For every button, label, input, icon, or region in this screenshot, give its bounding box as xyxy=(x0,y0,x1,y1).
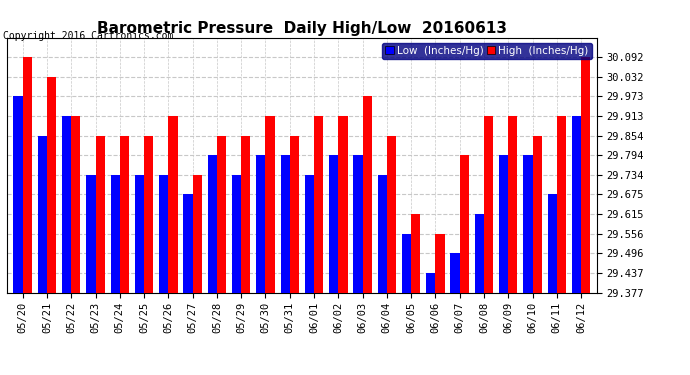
Bar xyxy=(533,135,542,292)
Title: Barometric Pressure  Daily High/Low  20160613: Barometric Pressure Daily High/Low 20160… xyxy=(97,21,507,36)
Bar xyxy=(426,273,435,292)
Bar xyxy=(120,135,129,292)
Bar xyxy=(362,96,372,292)
Bar xyxy=(581,57,591,292)
Bar xyxy=(290,135,299,292)
Bar xyxy=(572,116,581,292)
Bar xyxy=(256,155,266,292)
Bar xyxy=(23,57,32,292)
Bar xyxy=(557,116,566,292)
Bar xyxy=(266,116,275,292)
Bar xyxy=(110,175,120,292)
Bar xyxy=(135,175,144,292)
Bar xyxy=(47,77,56,292)
Bar xyxy=(305,175,314,292)
Bar xyxy=(281,155,290,292)
Bar xyxy=(208,155,217,292)
Bar xyxy=(217,135,226,292)
Bar xyxy=(86,175,95,292)
Legend: Low  (Inches/Hg), High  (Inches/Hg): Low (Inches/Hg), High (Inches/Hg) xyxy=(382,43,591,59)
Bar xyxy=(144,135,153,292)
Bar xyxy=(241,135,250,292)
Bar xyxy=(232,175,241,292)
Bar xyxy=(14,96,23,292)
Bar xyxy=(451,254,460,292)
Bar xyxy=(338,116,348,292)
Bar xyxy=(460,155,469,292)
Text: Copyright 2016 Cartronics.com: Copyright 2016 Cartronics.com xyxy=(3,32,174,41)
Bar xyxy=(38,135,47,292)
Bar xyxy=(95,135,105,292)
Bar xyxy=(484,116,493,292)
Bar xyxy=(548,195,557,292)
Bar xyxy=(329,155,338,292)
Bar xyxy=(377,175,387,292)
Bar xyxy=(523,155,533,292)
Bar xyxy=(509,116,518,292)
Bar xyxy=(71,116,81,292)
Bar xyxy=(435,234,444,292)
Bar xyxy=(184,195,193,292)
Bar xyxy=(499,155,509,292)
Bar xyxy=(168,116,177,292)
Bar xyxy=(411,214,420,292)
Bar xyxy=(193,175,202,292)
Bar xyxy=(402,234,411,292)
Bar xyxy=(475,214,484,292)
Bar xyxy=(62,116,71,292)
Bar xyxy=(159,175,168,292)
Bar xyxy=(353,155,362,292)
Bar xyxy=(314,116,323,292)
Bar xyxy=(387,135,396,292)
